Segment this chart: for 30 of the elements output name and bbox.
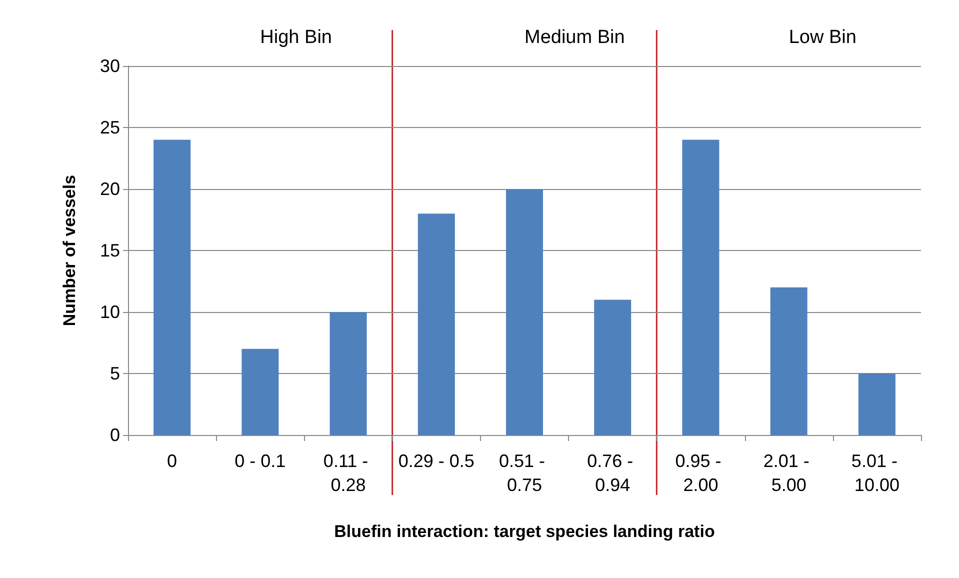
y-tick-label: 10 (100, 302, 120, 322)
bar (594, 300, 632, 435)
x-tick-label: 0.95 - 2.00 (675, 451, 726, 495)
text: Low Bin (788, 27, 856, 48)
bar (418, 214, 455, 435)
x-tick-label: 0.29 - 0.5 (398, 451, 474, 471)
y-tick-label: 0 (110, 425, 120, 445)
y-tick-label: 15 (100, 240, 120, 260)
x-tick-label: 0.11 - 0.28 (323, 451, 374, 495)
bar (154, 140, 191, 435)
bar (506, 189, 544, 435)
x-tick-label: 2.01 - 5.00 (763, 451, 814, 495)
y-tick-label: 5 (110, 364, 120, 384)
x-axis-title: Bluefin interaction: target species landing ratio (334, 522, 715, 541)
text: Medium Bin (524, 27, 625, 48)
bar (682, 140, 720, 435)
x-tick-label: 0.76 - 0.94 (587, 451, 638, 495)
bar (242, 348, 279, 435)
x-tick-label: 5.01 - 10.00 (851, 451, 902, 495)
y-tick-label: 30 (100, 56, 120, 76)
x-tick-label: 0 - 0.1 (234, 451, 286, 471)
bar (770, 287, 808, 435)
y-axis-title: Number of vessels (60, 174, 79, 326)
bar (858, 374, 896, 435)
y-tick-label: 20 (100, 179, 120, 199)
x-tick-label: 0 (167, 451, 178, 471)
text: High Bin (260, 27, 332, 48)
x-tick-label: 0.51 - 0.75 (498, 451, 550, 495)
bar (330, 312, 367, 435)
y-tick-label: 25 (100, 118, 120, 138)
